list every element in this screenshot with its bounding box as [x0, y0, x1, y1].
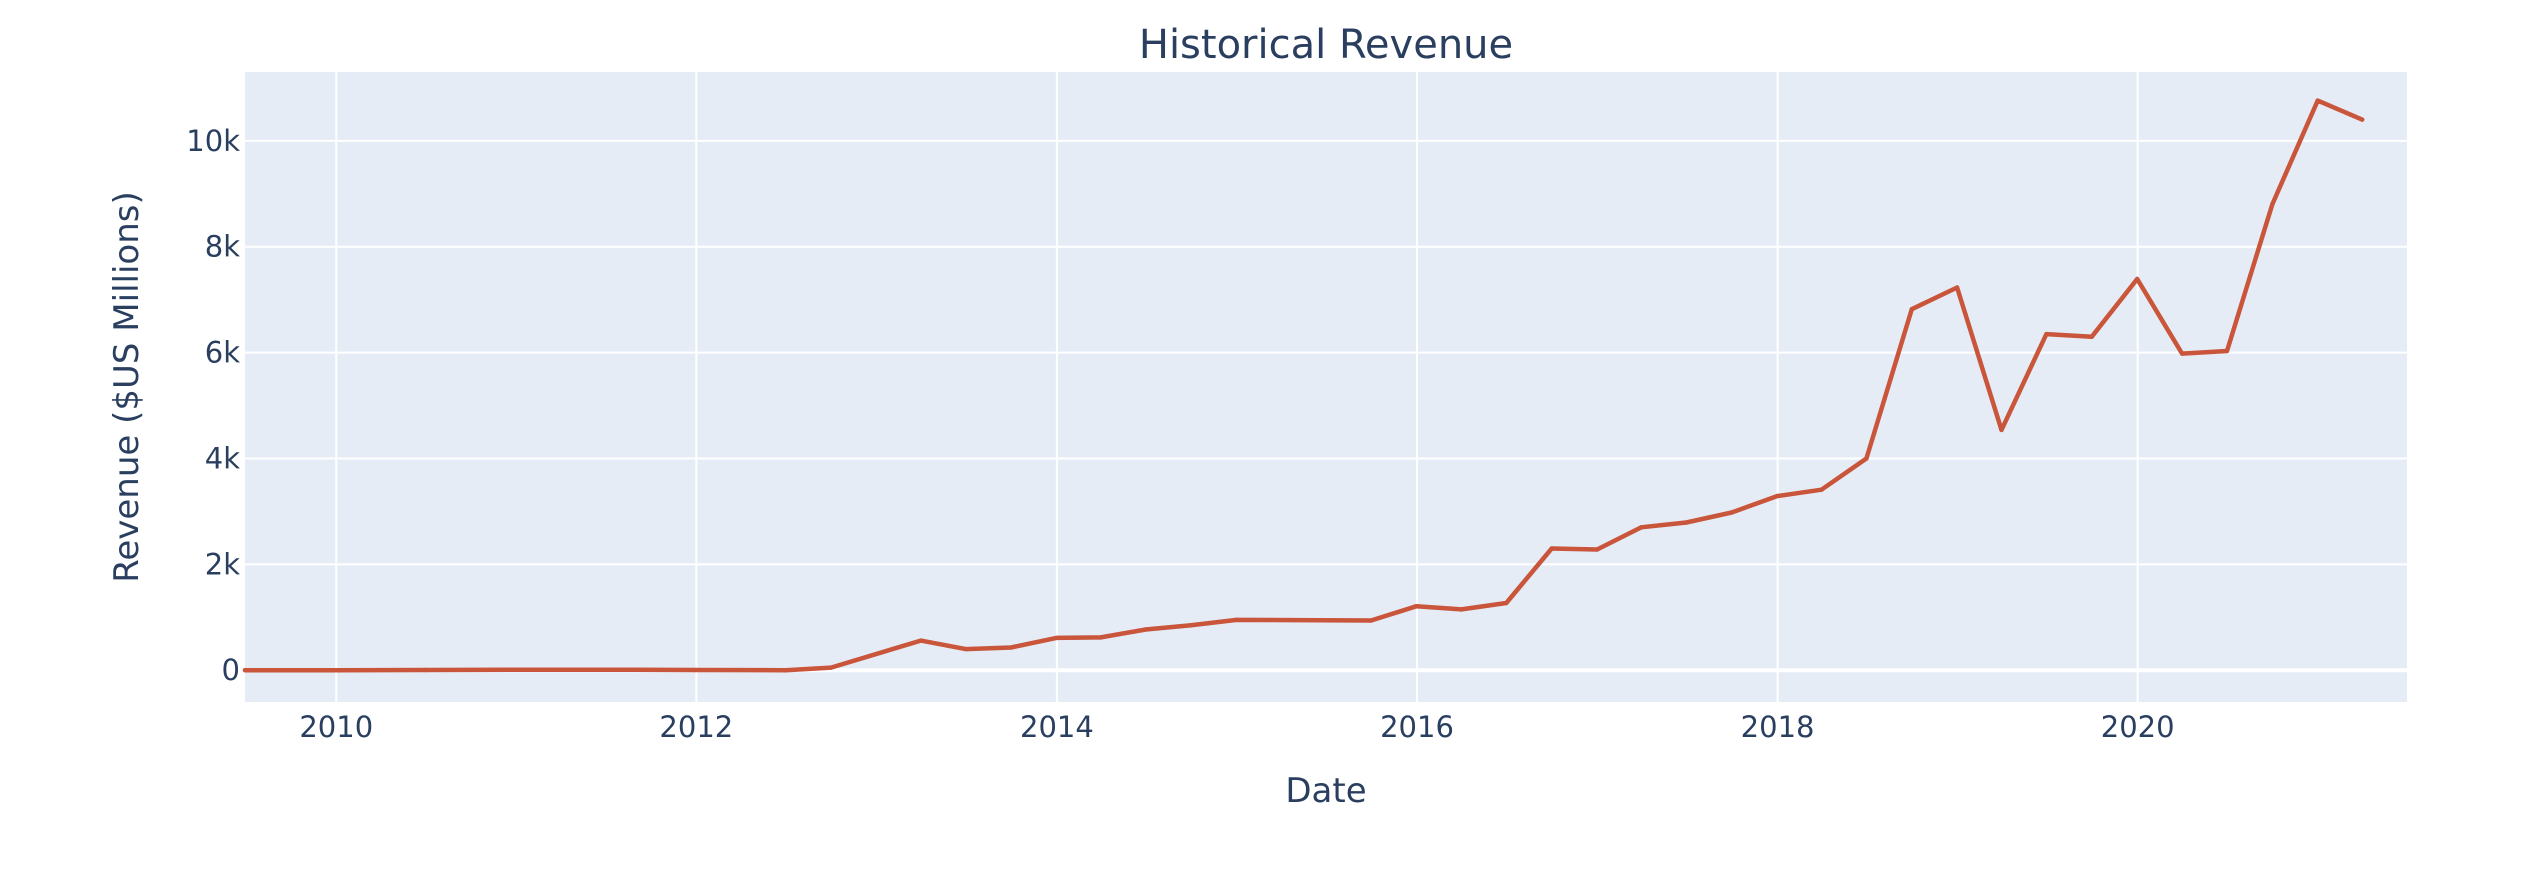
data-point	[2270, 202, 2275, 207]
grid-lines	[245, 72, 2407, 702]
data-point	[2179, 351, 2185, 356]
y-tick-label: 10k	[186, 124, 240, 158]
data-point	[1188, 623, 1194, 628]
x-tick-label: 2010	[299, 710, 373, 744]
data-point	[1054, 635, 1059, 641]
data-point	[1143, 627, 1148, 632]
x-tick-label: 2018	[1741, 710, 1815, 744]
data-point	[1639, 525, 1644, 530]
y-tick-label: 2k	[205, 547, 240, 581]
y-tick-label: 8k	[205, 230, 240, 264]
x-axis-ticks: 2010 2012 2014 2016 2018 2020	[299, 710, 2174, 744]
data-point	[1909, 307, 1915, 312]
data-point	[1684, 520, 1689, 525]
data-point	[333, 668, 338, 673]
chart-title: Historical Revenue	[1139, 22, 1513, 68]
data-point	[2359, 117, 2365, 122]
data-point	[1729, 510, 1734, 515]
x-tick-label: 2016	[1380, 710, 1454, 744]
data-point	[693, 667, 698, 673]
y-axis-ticks: 0 2k 4k 6k 8k 10k	[186, 124, 240, 687]
data-point	[2224, 348, 2230, 354]
data-point	[783, 668, 788, 673]
data-point	[1098, 635, 1104, 640]
data-point	[242, 668, 248, 673]
data-point	[963, 646, 968, 652]
data-point	[1819, 487, 1824, 492]
data-point	[2044, 331, 2049, 337]
y-tick-label: 6k	[205, 336, 240, 370]
x-tick-label: 2020	[2101, 710, 2175, 744]
data-point	[1594, 547, 1600, 552]
data-point	[2089, 334, 2094, 339]
y-tick-label: 0	[222, 653, 240, 687]
x-axis-title: Date	[1285, 771, 1366, 811]
data-point	[2135, 276, 2140, 282]
data-point	[1864, 456, 1869, 461]
data-point	[1954, 285, 1960, 290]
data-point	[1774, 493, 1780, 499]
y-axis-title: Revenue ($US Millions)	[107, 191, 147, 583]
y-tick-label: 4k	[205, 441, 240, 475]
data-point	[1234, 617, 1239, 623]
data-point	[1549, 546, 1554, 551]
data-point	[513, 667, 518, 672]
data-point	[2315, 98, 2320, 103]
data-point	[1459, 607, 1464, 612]
x-tick-label: 2012	[659, 710, 733, 744]
data-point	[1999, 427, 2004, 433]
plot-background	[245, 72, 2407, 702]
data-point	[602, 667, 608, 672]
data-point	[1504, 600, 1509, 606]
series-layer	[242, 98, 2365, 673]
data-point	[422, 667, 428, 673]
data-point	[918, 638, 923, 643]
data-point	[1008, 645, 1014, 650]
data-point	[828, 665, 834, 670]
data-point	[1414, 604, 1419, 609]
data-point	[1368, 618, 1374, 623]
x-tick-label: 2014	[1020, 710, 1094, 744]
